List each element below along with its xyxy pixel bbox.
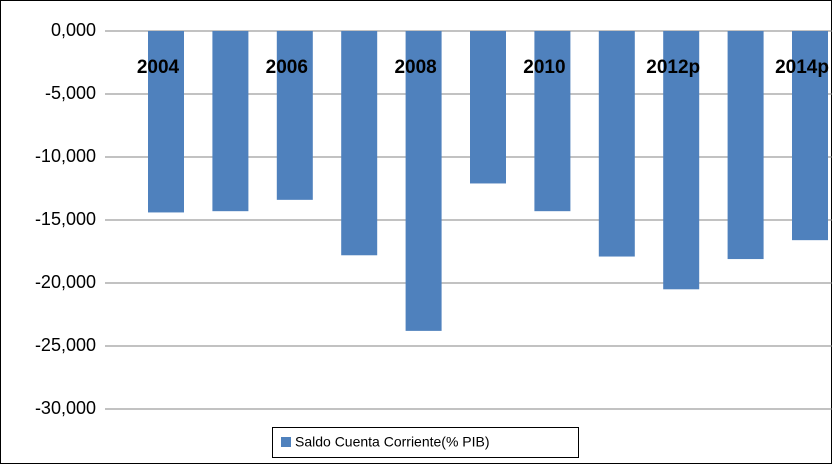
x-tick-label: 2014p [775,57,829,78]
bar [405,31,442,331]
y-tick-label: 0,000 [51,20,96,40]
x-tick-label: 2010 [523,57,565,78]
x-tick-label: 2004 [137,57,180,78]
y-tick-label: -15,000 [35,209,96,229]
y-tick-label: -20,000 [35,272,96,292]
x-tick-label: 2006 [266,57,308,78]
y-tick-label: -25,000 [35,335,96,355]
x-tick-label: 2012p [646,57,700,78]
bar [341,31,378,256]
legend-box [272,427,579,458]
bar [470,31,506,184]
bar [276,31,313,200]
y-tick-label: -10,000 [35,146,96,166]
bar [727,31,764,260]
legend-swatch [281,437,291,447]
bar [212,31,249,212]
y-tick-label: -5,000 [45,83,96,103]
bar [598,31,635,257]
bar [148,31,184,213]
y-tick-label: -30,000 [35,398,96,418]
bar [534,31,571,212]
bar [663,31,700,290]
bar [792,31,828,241]
legend-label: Saldo Cuenta Corriente(% PIB) [295,434,490,450]
x-tick-label: 2008 [394,57,436,78]
